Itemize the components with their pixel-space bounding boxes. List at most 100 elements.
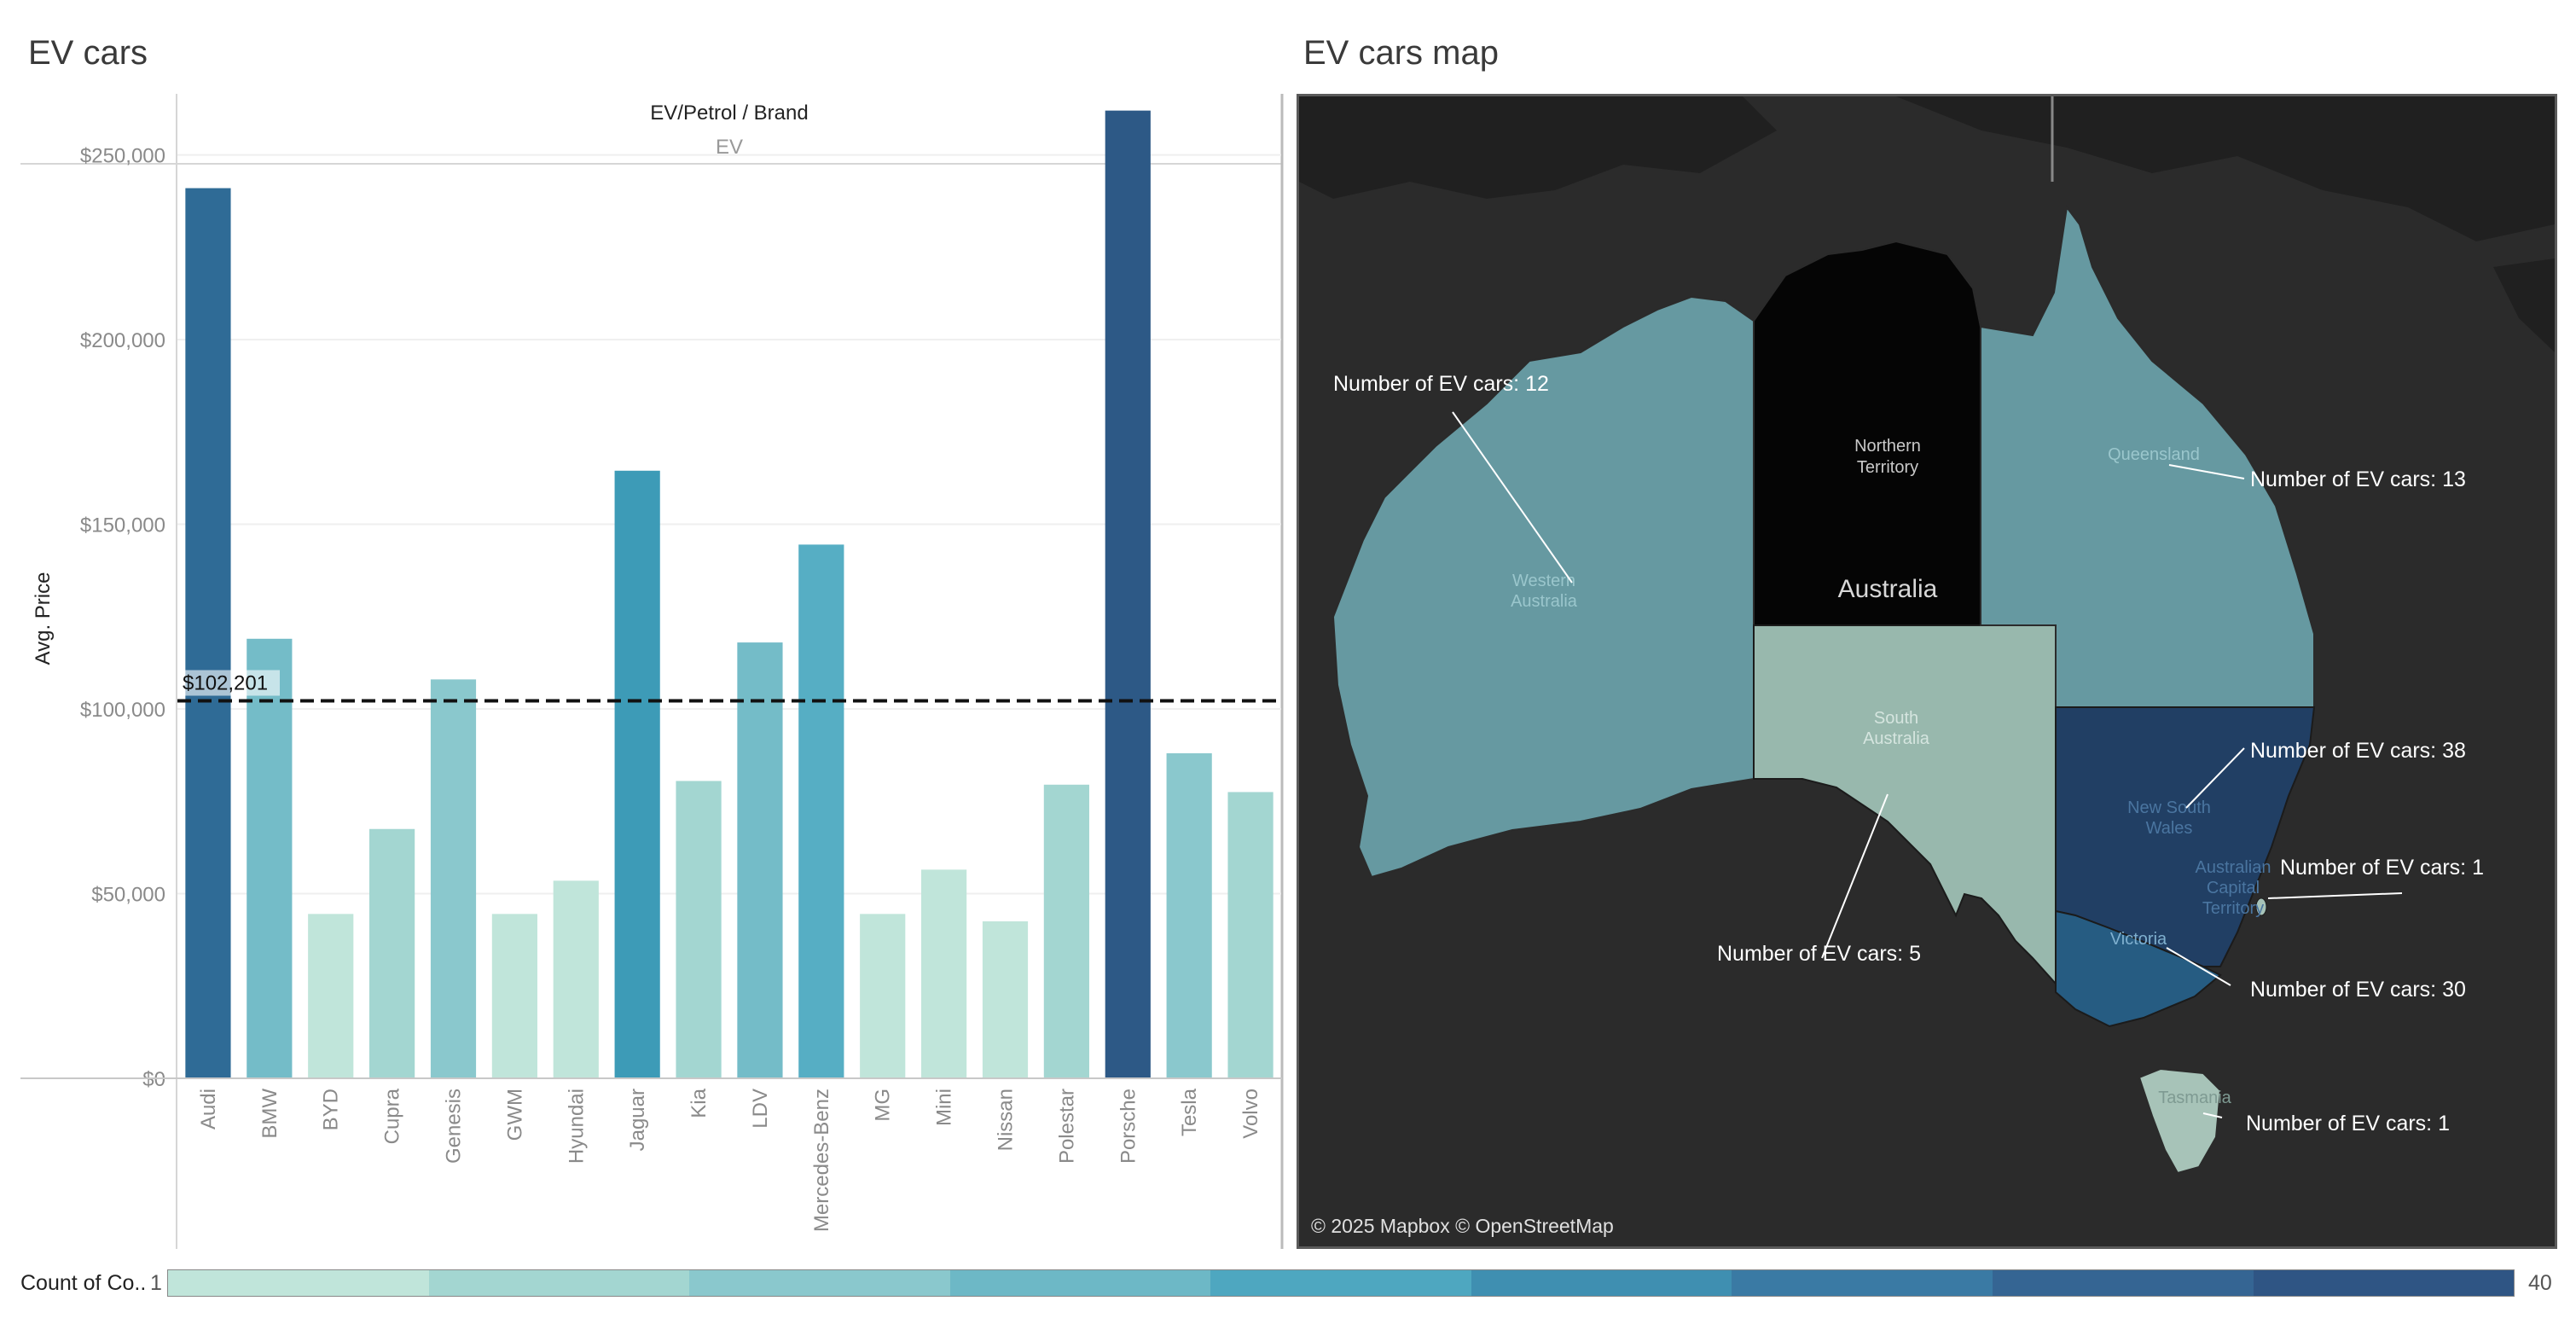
bar-byd[interactable]	[308, 914, 354, 1078]
x-category-label: Nissan	[995, 1089, 1018, 1151]
leader-wa	[1452, 411, 1573, 584]
y-tick-label: $100,000	[80, 699, 165, 722]
leader-vic	[2166, 947, 2231, 986]
x-category-label: Kia	[688, 1088, 711, 1118]
leader-act	[2267, 892, 2403, 899]
legend-swatch	[168, 1270, 429, 1296]
bar-genesis[interactable]	[430, 679, 477, 1078]
legend-swatch	[1732, 1270, 1993, 1296]
x-category-label: Hyundai	[565, 1089, 588, 1164]
reference-label-bg	[181, 670, 280, 696]
bar-gwm[interactable]	[491, 914, 537, 1078]
label-northern-territory-2: Territory	[1857, 458, 1918, 477]
leader-nsw	[2185, 747, 2245, 809]
y-axis-label: Avg. Price	[32, 572, 55, 665]
x-category-label: Genesis	[443, 1089, 466, 1164]
label-queensland: Queensland	[2108, 445, 2200, 464]
legend-swatch	[1992, 1270, 2254, 1296]
label-western-australia: Western	[1512, 572, 1575, 590]
y-tick-label: $250,000	[80, 145, 165, 168]
label-northern-territory: Northern	[1854, 437, 1921, 456]
label-new-south-wales-2: Wales	[2146, 819, 2193, 838]
x-category-label: Cupra	[381, 1088, 404, 1144]
x-category-label: Mini	[933, 1089, 956, 1126]
label-victoria: Victoria	[2110, 930, 2167, 949]
x-category-label: Audi	[197, 1089, 220, 1129]
label-tasmania: Tasmania	[2158, 1089, 2231, 1107]
y-tick-label: $50,000	[91, 884, 165, 907]
x-category-label: Tesla	[1178, 1088, 1201, 1136]
left-sheet-title: EV cars	[28, 34, 148, 72]
label-act: Australian	[2196, 858, 2271, 877]
label-western-australia-2: Australia	[1511, 592, 1578, 611]
label-new-south-wales: New South	[2127, 798, 2211, 817]
label-act-3: Territory	[2202, 899, 2264, 918]
x-category-label: BMW	[258, 1089, 281, 1139]
y-tick-label: $0	[142, 1068, 165, 1091]
state-tasmania[interactable]	[2138, 1067, 2222, 1175]
annotation-vic: Number of EV cars: 30	[2250, 978, 2466, 1002]
y-tick-label: $200,000	[80, 329, 165, 352]
color-legend-ramp[interactable]	[167, 1269, 2515, 1297]
column-header: EV/Petrol / Brand	[650, 102, 808, 125]
state-northern-territory[interactable]	[1753, 240, 1981, 626]
x-category-label: BYD	[320, 1089, 343, 1130]
right-sheet-title: EV cars map	[1303, 34, 1499, 72]
bar-porsche[interactable]	[1105, 110, 1151, 1078]
state-western-australia[interactable]	[1332, 295, 1755, 879]
x-category-label: GWM	[503, 1089, 526, 1141]
bar-hyundai[interactable]	[553, 880, 599, 1078]
color-legend-min: 1	[150, 1271, 162, 1295]
x-category-label: Volvo	[1239, 1089, 1262, 1139]
bar-audi[interactable]	[185, 188, 231, 1078]
state-act[interactable]	[2255, 897, 2267, 916]
x-category-label: Jaguar	[626, 1089, 649, 1151]
label-act-2: Capital	[2207, 879, 2260, 897]
annotation-act: Number of EV cars: 1	[2280, 856, 2484, 880]
bar-tesla[interactable]	[1166, 752, 1212, 1078]
bar-mini[interactable]	[921, 869, 967, 1078]
leader-qld	[2168, 464, 2245, 479]
bar-jaguar[interactable]	[614, 470, 660, 1078]
annotation-wa: Number of EV cars: 12	[1333, 372, 1549, 396]
state-queensland[interactable]	[1980, 205, 2315, 708]
map-credit: © 2025 Mapbox © OpenStreetMap	[1311, 1215, 1614, 1237]
state-south-australia[interactable]	[1753, 624, 2057, 986]
legend-swatch	[689, 1270, 950, 1296]
land-north	[1299, 96, 1777, 199]
legend-swatch	[949, 1270, 1211, 1296]
bar-volvo[interactable]	[1227, 792, 1273, 1078]
bar-nissan[interactable]	[982, 920, 1029, 1078]
label-south-australia: South	[1874, 709, 1918, 728]
label-south-australia-2: Australia	[1863, 729, 1930, 748]
annotation-sa: Number of EV cars: 5	[1717, 942, 1921, 966]
color-legend-max: 40	[2528, 1271, 2552, 1295]
bar-mercedes-benz[interactable]	[798, 544, 844, 1078]
x-category-label: MG	[872, 1089, 895, 1122]
bar-mg[interactable]	[860, 914, 906, 1078]
reference-line-label: $102,201	[183, 672, 268, 695]
x-category-label: Porsche	[1117, 1089, 1140, 1164]
bar-cupra[interactable]	[369, 828, 415, 1078]
land-north-east	[1896, 96, 2555, 241]
bar-ldv[interactable]	[737, 642, 783, 1078]
leader-tas	[2202, 1112, 2223, 1118]
legend-swatch	[1210, 1270, 1471, 1296]
y-tick-label: $150,000	[80, 514, 165, 537]
bar-polestar[interactable]	[1043, 784, 1089, 1078]
color-legend-label: Count of Co..	[20, 1271, 147, 1295]
bar-kia[interactable]	[676, 781, 722, 1078]
state-victoria[interactable]	[2055, 909, 2222, 1028]
legend-swatch	[1471, 1270, 1732, 1296]
leader-sa	[1821, 793, 1888, 959]
bar-chart: EV/Petrol / Brand EV Avg. Price $0$50,00…	[20, 94, 1284, 1249]
legend-swatch	[2253, 1270, 2515, 1296]
ev-cars-map[interactable]: Northern Territory Australia Queensland …	[1297, 94, 2557, 1249]
bar-bmw[interactable]	[247, 638, 293, 1078]
land-east-islands	[2493, 258, 2555, 352]
legend-swatch	[428, 1270, 690, 1296]
x-category-label: Polestar	[1055, 1089, 1078, 1164]
x-category-label: Mercedes-Benz	[810, 1089, 833, 1232]
annotation-qld: Number of EV cars: 13	[2250, 467, 2466, 491]
label-country: Australia	[1838, 575, 1938, 603]
